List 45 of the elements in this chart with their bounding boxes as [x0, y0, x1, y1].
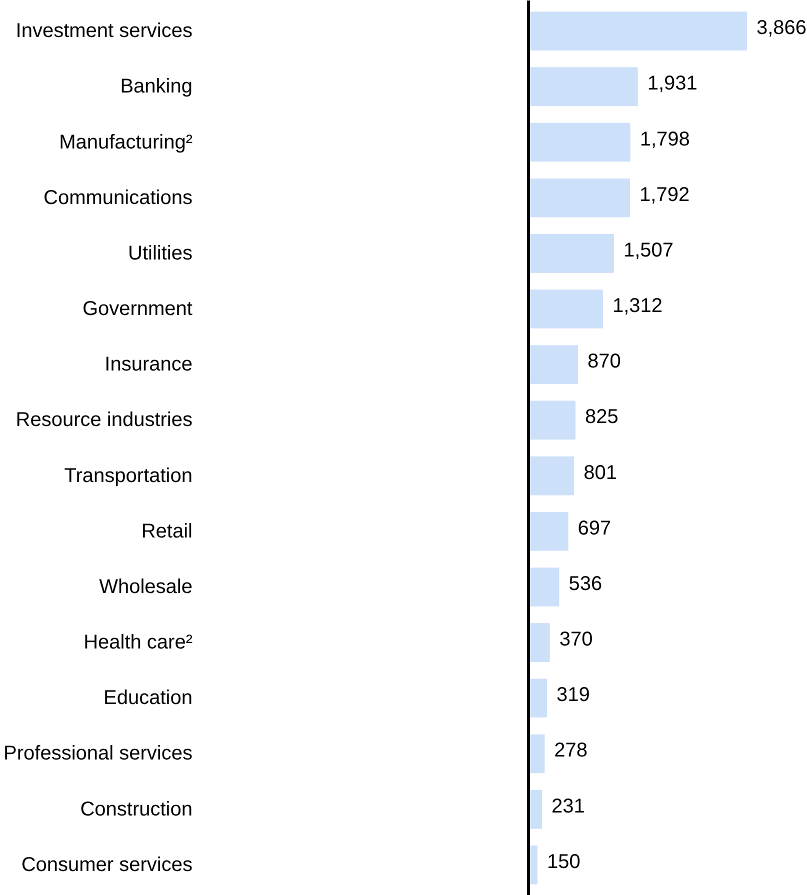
y-tick-label: Wholesale	[99, 576, 193, 598]
bar	[528, 623, 550, 662]
data-label: 870	[588, 350, 621, 373]
y-tick-label: Consumer services	[21, 854, 193, 876]
y-tick-label: Manufacturing²	[59, 131, 193, 154]
bar	[528, 290, 603, 328]
bar	[528, 178, 630, 218]
y-tick-label: Investment services	[16, 20, 193, 42]
y-tick-label: Government	[82, 298, 193, 320]
y-tick-label: Education	[104, 687, 193, 710]
bar	[528, 512, 568, 551]
bar	[528, 67, 638, 106]
data-label: 825	[585, 406, 618, 428]
bar	[528, 456, 574, 496]
y-tick-label: Transportation	[64, 464, 193, 487]
bar	[528, 345, 578, 384]
data-label: 150	[546, 850, 580, 873]
data-label: 536	[568, 572, 602, 595]
data-label: 1,507	[623, 239, 674, 262]
data-label: 1,931	[647, 72, 698, 95]
bar	[528, 234, 614, 273]
y-tick-label: Resource industries	[16, 409, 192, 432]
data-label: 231	[552, 795, 585, 818]
y-tick-label: Health care²	[84, 632, 193, 654]
data-label: 370	[559, 628, 593, 651]
data-label: 801	[584, 462, 618, 484]
data-label: 319	[556, 684, 590, 706]
data-label: 3,866	[756, 17, 807, 40]
bar	[528, 568, 560, 606]
data-label: 1,312	[612, 295, 663, 318]
bar	[528, 12, 747, 50]
bar	[528, 678, 547, 718]
y-tick-label: Retail	[141, 520, 193, 542]
data-label: 278	[554, 740, 588, 762]
y-tick-label: Utilities	[128, 242, 192, 264]
data-label: 697	[578, 517, 612, 540]
data-label: 1,792	[640, 184, 690, 206]
y-tick-label: Construction	[80, 798, 193, 820]
y-tick-label: Communications	[44, 186, 193, 209]
bar	[528, 400, 576, 440]
bar	[528, 122, 630, 162]
y-tick-label: Professional services	[4, 742, 193, 765]
y-tick-label: Banking	[120, 76, 193, 98]
data-label: 1,798	[640, 128, 690, 150]
y-tick-label: Insurance	[104, 354, 193, 376]
